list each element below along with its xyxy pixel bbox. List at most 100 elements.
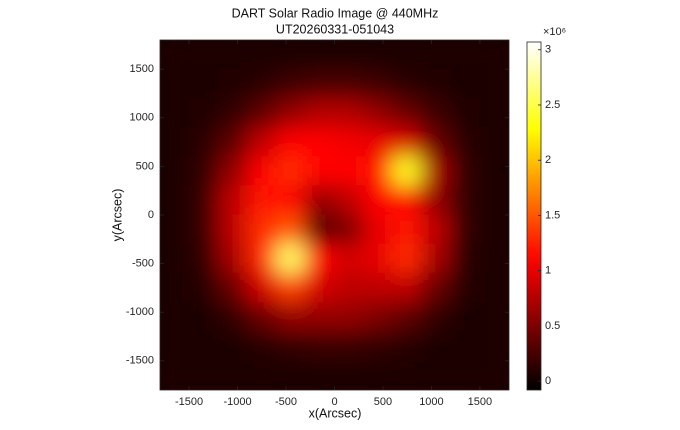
heat-cell: [304, 185, 335, 216]
heat-cell: [479, 302, 509, 333]
heat-cell: [450, 214, 481, 245]
heat-cell: [334, 185, 365, 216]
colorbar-tick-label: 0: [545, 375, 551, 387]
x-tick-label: -1500: [175, 396, 203, 408]
y-tick-label: 500: [136, 160, 154, 172]
heat-cell: [275, 331, 306, 362]
heat-cell: [275, 40, 306, 70]
heat-cell: [160, 214, 190, 245]
heat-cell: [304, 214, 335, 245]
heat-cell: [392, 360, 423, 390]
colorbar-tick-label: 2.5: [545, 99, 560, 111]
heat-cell: [450, 243, 481, 274]
heat-cell: [275, 243, 306, 274]
heat-cell: [450, 302, 481, 333]
heat-cell: [217, 302, 248, 333]
heat-cell: [334, 360, 365, 390]
heat-cell: [160, 68, 190, 99]
heat-cell: [246, 156, 277, 187]
heat-cell: [363, 243, 394, 274]
heat-cell: [217, 97, 248, 128]
heat-cell: [188, 360, 219, 390]
heat-cell: [275, 97, 306, 128]
heat-cell: [217, 127, 248, 158]
heat-cell: [160, 272, 190, 303]
heat-cell: [188, 40, 219, 70]
heat-cell: [392, 185, 423, 216]
heat-cell: [275, 185, 306, 216]
heat-cell: [217, 214, 248, 245]
heat-cell: [246, 243, 277, 274]
y-tick-label: 1500: [130, 63, 154, 75]
colorbar-tick-label: 0.5: [545, 320, 560, 332]
heat-cell: [363, 156, 394, 187]
heat-cell: [392, 40, 423, 70]
y-tick-label: 0: [148, 209, 154, 221]
heat-cell: [450, 97, 481, 128]
colorbar-tick-label: 2: [545, 154, 551, 166]
heat-cell: [421, 302, 452, 333]
heat-cell: [217, 331, 248, 362]
heat-cell: [304, 331, 335, 362]
heat-cell: [275, 156, 306, 187]
heat-cell: [479, 156, 509, 187]
heat-cell: [188, 272, 219, 303]
heat-cell: [160, 97, 190, 128]
heat-cell: [392, 243, 423, 274]
heat-cell: [421, 68, 452, 99]
heat-cell: [392, 68, 423, 99]
heatmap: [160, 40, 509, 390]
heat-cell: [334, 214, 365, 245]
heat-cell: [334, 156, 365, 187]
chart-subtitle: UT20260331-051043: [276, 22, 394, 36]
heat-cell: [217, 68, 248, 99]
x-tick-label: 1000: [419, 396, 443, 408]
heat-cell: [363, 127, 394, 158]
x-tick-label: -500: [275, 396, 297, 408]
heat-cell: [450, 331, 481, 362]
heat-cell: [275, 68, 306, 99]
heat-cell: [188, 156, 219, 187]
colorbar-tick-label: 3: [545, 44, 551, 56]
heat-cell: [334, 272, 365, 303]
heat-cell: [246, 97, 277, 128]
colorbar-exponent: ×10⁶: [543, 26, 566, 38]
colorbar: [526, 41, 542, 391]
y-axis-label: y(Arcsec): [110, 189, 124, 242]
heat-cell: [160, 360, 190, 390]
heat-cell: [479, 40, 509, 70]
heat-cell: [188, 185, 219, 216]
heat-cell: [188, 127, 219, 158]
y-tick-label: -1000: [126, 306, 154, 318]
heat-cell: [392, 272, 423, 303]
heat-cell: [304, 272, 335, 303]
heat-cell: [363, 360, 394, 390]
heat-cell: [392, 302, 423, 333]
heat-cell: [421, 127, 452, 158]
heat-cell: [479, 185, 509, 216]
heat-cell: [363, 185, 394, 216]
heat-cell: [246, 68, 277, 99]
heat-cell: [450, 68, 481, 99]
heat-cell: [246, 40, 277, 70]
heat-cell: [479, 331, 509, 362]
heat-cell: [392, 156, 423, 187]
heat-cell: [160, 243, 190, 274]
heat-cell: [479, 127, 509, 158]
heat-cell: [334, 331, 365, 362]
heat-cell: [217, 243, 248, 274]
heat-cell: [392, 331, 423, 362]
heat-cell: [217, 40, 248, 70]
heat-cell: [188, 331, 219, 362]
heat-cell: [304, 302, 335, 333]
x-tick-label: 0: [331, 396, 337, 408]
heat-cell: [304, 40, 335, 70]
heat-cell: [334, 243, 365, 274]
heat-cell: [188, 302, 219, 333]
heat-cell: [421, 272, 452, 303]
heat-cell: [160, 331, 190, 362]
heat-cell: [450, 185, 481, 216]
heat-cell: [160, 302, 190, 333]
heat-cell: [188, 97, 219, 128]
heat-cell: [421, 331, 452, 362]
